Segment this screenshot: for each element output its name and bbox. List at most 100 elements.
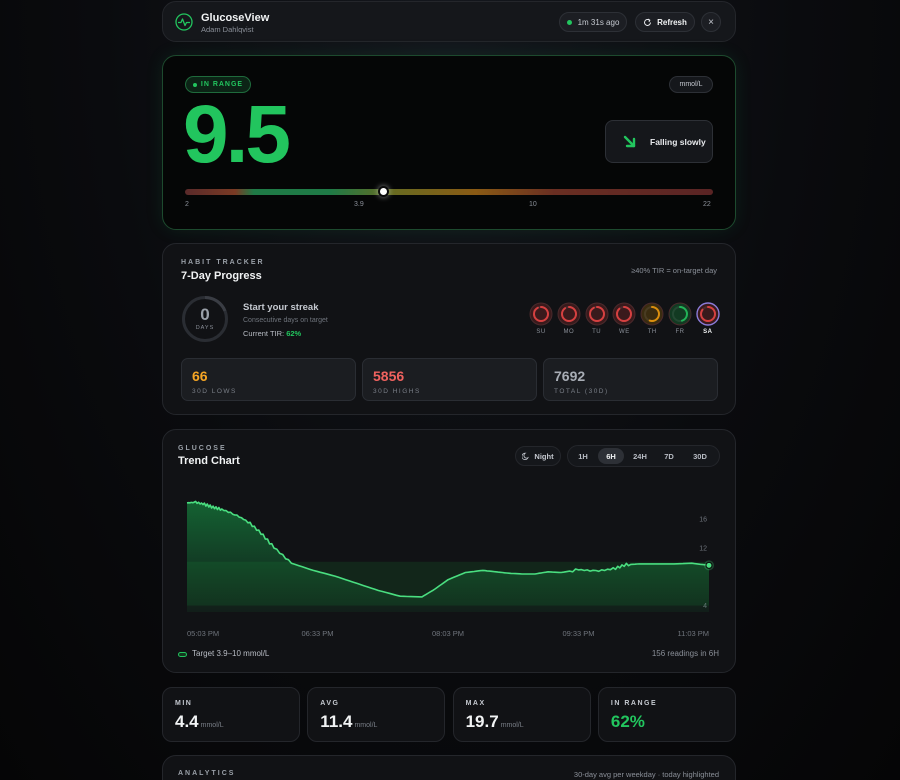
- progress-ring-icon: [585, 302, 609, 326]
- stat-box-30d-lows: 66 30D LOWS: [181, 358, 356, 401]
- summary-value: 19.7 mmol/L: [465, 712, 524, 731]
- refresh-button[interactable]: Refresh: [635, 12, 695, 32]
- analytics-note: 30-day avg per weekday · today highlight…: [573, 770, 719, 779]
- pulse-logo-icon: [175, 13, 193, 31]
- refresh-label: Refresh: [657, 17, 687, 27]
- tab-24h[interactable]: 24H: [633, 451, 647, 461]
- x-tick-label: 06:33 PM: [301, 629, 333, 638]
- summary-unit: mmol/L: [500, 722, 524, 729]
- glucose-area: [187, 501, 709, 612]
- day-ring-we[interactable]: WE: [612, 302, 636, 335]
- user-name: Adam Dahlqvist: [201, 25, 254, 34]
- section-eyebrow: GLUCOSE: [178, 445, 227, 452]
- x-tick-label: 09:33 PM: [562, 629, 594, 638]
- x-tick-label: 08:03 PM: [432, 629, 464, 638]
- day-label: FR: [675, 329, 685, 335]
- current-tir: Current TIR: 62%: [243, 329, 301, 338]
- progress-ring-icon: [557, 302, 581, 326]
- streak-subtitle: Consecutive days on target: [243, 317, 328, 324]
- tab-30d[interactable]: 30D: [693, 451, 707, 461]
- trend-text: Falling slowly: [650, 136, 706, 147]
- current-tir-value: 62%: [286, 329, 302, 338]
- range-scale-marker: [377, 186, 389, 197]
- tab-1h[interactable]: 1H: [578, 451, 588, 461]
- stat-value: 5856: [373, 368, 405, 384]
- y-tick-label: 16: [699, 517, 707, 524]
- chart-title: Trend Chart: [178, 455, 240, 467]
- stat-box-total-30d: 7692 TOTAL (30D): [543, 358, 718, 401]
- summary-in-range: IN RANGE 62%: [597, 687, 736, 742]
- day-ring-tu[interactable]: TU: [585, 302, 609, 335]
- last-updated-text: 1m 31s ago: [577, 17, 620, 27]
- status-dot-icon: [192, 82, 197, 87]
- day-label: TU: [592, 329, 602, 335]
- summary-value: 11.4 mmol/L: [320, 712, 378, 731]
- streak-count: 0: [200, 305, 210, 324]
- app-title: GlucoseView: [201, 12, 270, 24]
- stat-label: 30D LOWS: [192, 388, 237, 395]
- current-tir-label: Current TIR:: [243, 329, 285, 338]
- stat-label: 30D HIGHS: [373, 388, 421, 395]
- summary-value: 4.4 mmol/L: [175, 712, 224, 731]
- range-scale-bar: [185, 189, 713, 195]
- day-ring-th[interactable]: TH: [640, 302, 664, 335]
- x-tick-label: 05:03 PM: [187, 629, 219, 638]
- tab-7d[interactable]: 7D: [664, 451, 674, 461]
- day-ring-fr[interactable]: FR: [668, 302, 692, 335]
- section-title: 7-Day Progress: [181, 270, 262, 282]
- scale-tick: 10: [529, 201, 537, 208]
- summary-label: IN RANGE: [610, 700, 658, 707]
- refresh-icon: [644, 18, 652, 26]
- y-tick-label: 12: [699, 545, 707, 552]
- stat-box-30d-highs: 5856 30D HIGHS: [362, 358, 537, 401]
- summary-value: 62%: [610, 712, 645, 731]
- progress-ring-icon: [696, 302, 720, 326]
- glucose-line: [186, 500, 710, 598]
- day-label: SU: [536, 329, 546, 335]
- range-status-badge: IN RANGE: [185, 76, 251, 93]
- progress-ring-icon: [612, 302, 636, 326]
- close-button[interactable]: ×: [701, 12, 721, 32]
- summary-unit: mmol/L: [200, 722, 224, 729]
- streak-title: Start your streak: [243, 302, 319, 313]
- summary-min: MIN 4.4 mmol/L: [162, 687, 300, 742]
- moon-icon: [522, 452, 530, 460]
- summary-label: MIN: [175, 700, 193, 707]
- summary-max: MAX 19.7 mmol/L: [452, 687, 591, 742]
- day-ring-sa[interactable]: SA: [696, 302, 720, 335]
- live-dot-icon: [566, 19, 572, 25]
- x-tick-label: 11:03 PM: [677, 629, 709, 638]
- section-eyebrow: HABIT TRACKER: [181, 259, 265, 266]
- habit-tracker-card: HABIT TRACKER 7-Day Progress ≥40% TIR = …: [162, 243, 736, 415]
- night-mode-button[interactable]: Night: [515, 446, 561, 466]
- summary-avg: AVG 11.4 mmol/L: [307, 687, 446, 742]
- progress-ring-icon: [668, 302, 692, 326]
- streak-ring: [182, 295, 228, 342]
- unit-toggle[interactable]: mmol/L: [669, 76, 713, 93]
- target-legend-swatch: [178, 652, 187, 657]
- last-updated-badge: 1m 31s ago: [559, 12, 627, 32]
- stat-value: 66: [192, 368, 208, 384]
- summary-label: MAX: [465, 700, 486, 707]
- scale-tick: 3.9: [354, 201, 364, 208]
- progress-ring-icon: [529, 302, 553, 326]
- night-label: Night: [534, 451, 554, 461]
- readings-count: 156 readings in 6H: [651, 649, 719, 658]
- latest-point[interactable]: [705, 561, 713, 569]
- arrow-down-right-icon: [623, 135, 636, 147]
- tir-note: ≥40% TIR = on-target day: [631, 266, 717, 275]
- analytics-card: ANALYTICS 30-day avg per weekday · today…: [162, 755, 736, 780]
- progress-ring-icon: [640, 302, 664, 326]
- day-ring-su[interactable]: SU: [529, 302, 553, 335]
- target-legend-label: Target 3.9–10 mmol/L: [192, 649, 270, 658]
- day-label: TH: [647, 329, 657, 335]
- day-label: MO: [563, 329, 575, 335]
- summary-unit: mmol/L: [354, 722, 378, 729]
- scale-tick: 22: [703, 201, 711, 208]
- tab-6h[interactable]: 6H: [598, 448, 624, 464]
- day-ring-mo[interactable]: MO: [557, 302, 581, 335]
- trend-indicator: Falling slowly: [605, 120, 713, 163]
- glucose-value: 9.5: [183, 89, 291, 180]
